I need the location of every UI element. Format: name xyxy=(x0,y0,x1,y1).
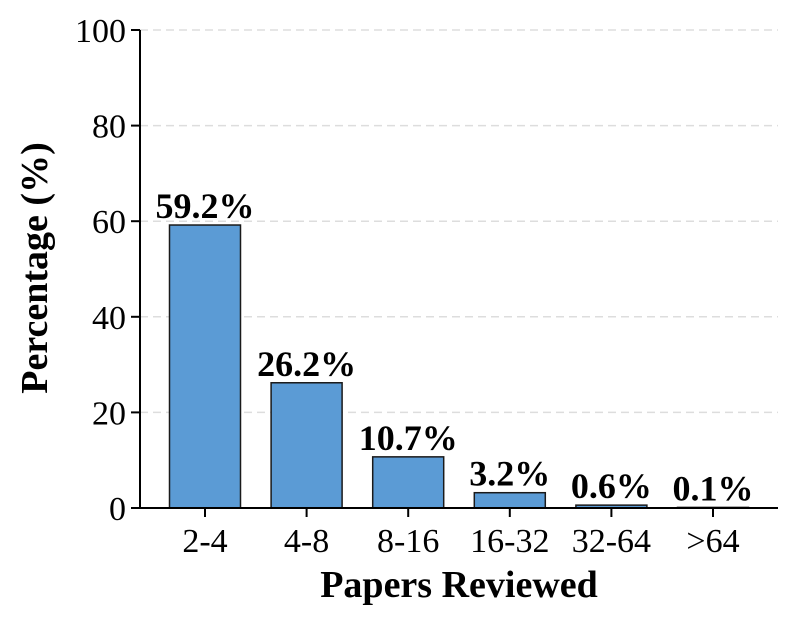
y-tick-label: 100 xyxy=(75,13,126,50)
bar xyxy=(473,491,547,509)
bar xyxy=(371,456,445,509)
y-axis-title: Percentage (%) xyxy=(14,142,56,393)
y-axis-ticks: 0 20 40 60 80 100 xyxy=(75,13,140,528)
x-tick-label: >64 xyxy=(686,523,739,560)
bar-value-label: 26.2% xyxy=(257,344,356,384)
x-tick-label: 8-16 xyxy=(377,523,439,560)
x-axis-ticks: 2-4 4-8 8-16 16-32 32-64 >64 xyxy=(182,508,740,560)
y-tick-label: 40 xyxy=(92,300,126,337)
x-tick-label: 2-4 xyxy=(182,523,227,560)
y-tick-label: 60 xyxy=(92,204,126,241)
bar-value-labels: 59.2% 26.2%10.7% 3.2% 0.6% 0.1% xyxy=(156,186,754,508)
x-tick-label: 4-8 xyxy=(284,523,329,560)
x-tick-label: 32-64 xyxy=(572,523,651,560)
grid-lines xyxy=(140,29,778,414)
y-tick-label: 80 xyxy=(92,109,126,146)
x-axis-title: Papers Reviewed xyxy=(320,564,598,606)
bar-value-label: 10.7% xyxy=(359,418,458,458)
bar xyxy=(168,224,242,509)
y-tick-label: 20 xyxy=(92,395,126,432)
bar-value-label: 59.2% xyxy=(156,186,255,226)
x-tick-label: 16-32 xyxy=(470,523,549,560)
bars-group xyxy=(168,224,750,509)
bar-value-label: 0.1% xyxy=(673,469,754,509)
bar xyxy=(270,382,343,509)
y-tick-label: 0 xyxy=(109,491,126,528)
bar-value-label: 0.6% xyxy=(571,466,652,506)
bar-value-label: 3.2% xyxy=(469,454,550,494)
